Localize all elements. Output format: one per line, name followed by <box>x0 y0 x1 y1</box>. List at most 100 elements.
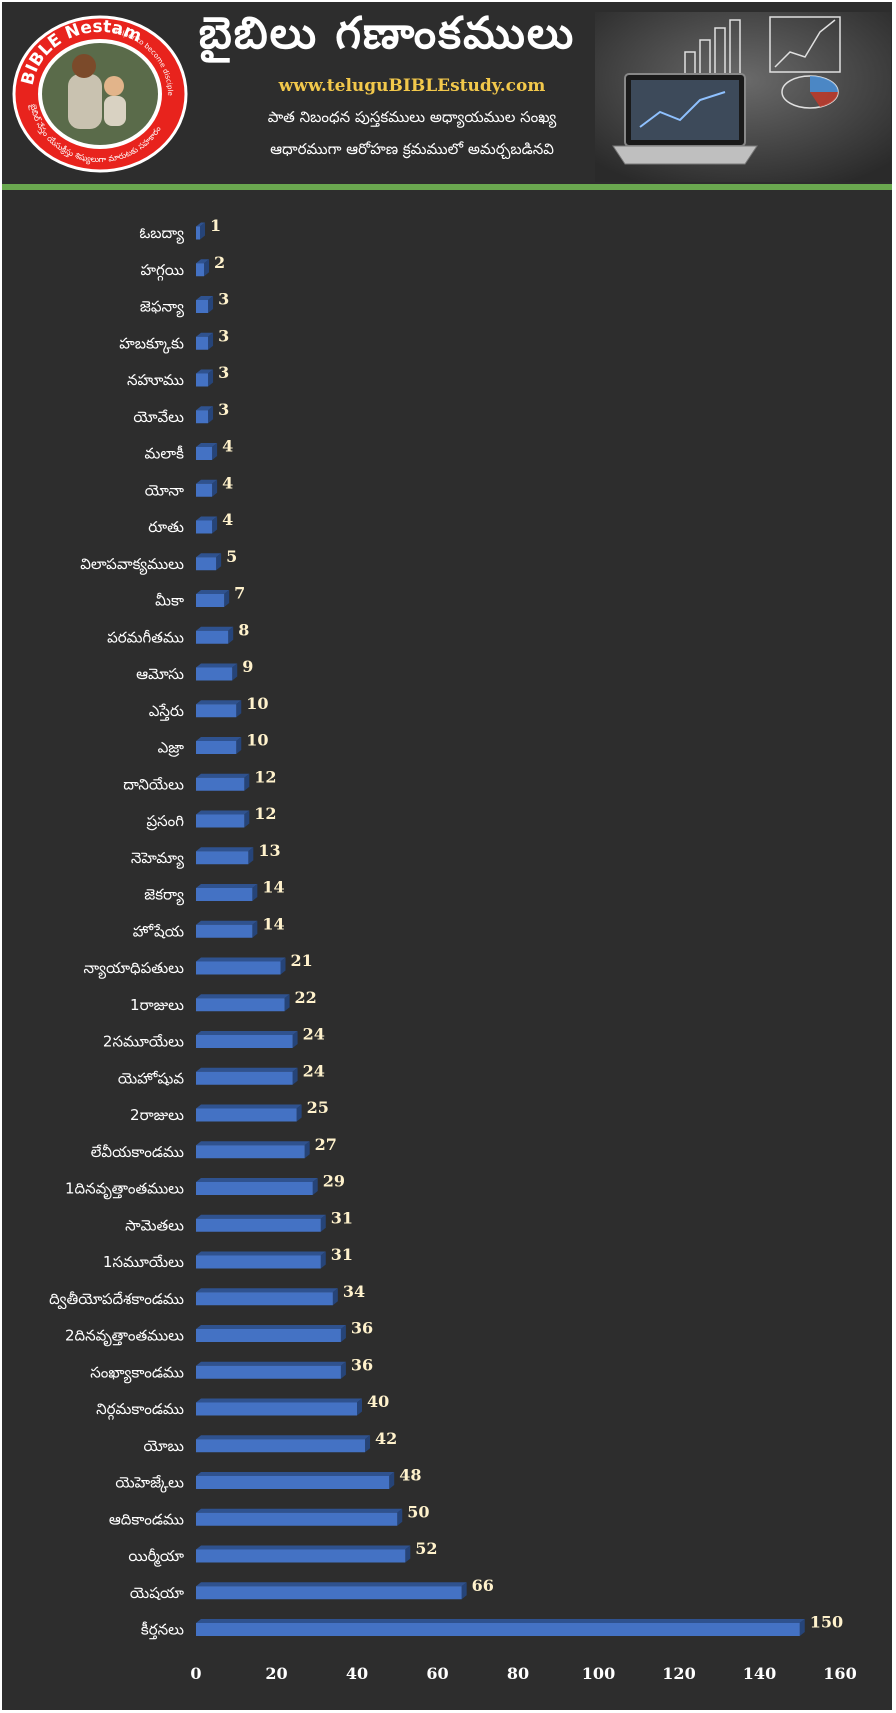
x-tick-label: 140 <box>743 1664 776 1683</box>
category-label: జెకర్యా <box>144 886 184 906</box>
bar <box>196 553 222 571</box>
website-url: www.teluguBIBLEstudy.com <box>278 76 546 96</box>
value-label: 42 <box>375 1429 397 1448</box>
value-label: 29 <box>323 1172 345 1191</box>
category-label: రూతు <box>148 518 184 536</box>
value-label: 3 <box>218 363 229 382</box>
bar <box>196 773 250 791</box>
chapters-bar-chart: ఓబద్యా 1 హగ్గయి 2 జెఫన్యా 3 హబక్కూకు 3 నహూము 3 యోవ… <box>49 216 857 1683</box>
value-label: 40 <box>367 1392 389 1411</box>
value-label: 31 <box>331 1245 353 1264</box>
bar <box>196 1508 403 1526</box>
bar <box>196 296 214 313</box>
value-label: 21 <box>291 951 313 970</box>
category-label: యెషయా <box>130 1584 184 1602</box>
category-label: 2రాజులు <box>130 1106 184 1124</box>
bar <box>196 1619 805 1636</box>
bar <box>196 1031 298 1048</box>
bar <box>196 1141 310 1159</box>
category-label: 1సమూయేలు <box>103 1253 184 1271</box>
bar <box>196 626 234 644</box>
bible-nestam-logo: BIBLE Nestam Helper to become disciple o… <box>10 14 188 173</box>
bar <box>196 479 218 497</box>
x-tick-label: 20 <box>265 1664 287 1683</box>
bar <box>196 1361 346 1379</box>
bar <box>196 259 210 277</box>
category-label: ప్రసంగి <box>146 812 184 831</box>
category-label: పరమగీతము <box>107 628 184 646</box>
category-label: మీకా <box>155 592 184 610</box>
category-label: ఎస్తేరు <box>149 702 184 721</box>
bar <box>196 1214 326 1232</box>
category-label: యెహోషువ <box>118 1069 185 1087</box>
bar <box>196 847 254 865</box>
value-label: 31 <box>331 1208 353 1227</box>
value-label: 2 <box>214 253 225 272</box>
bar <box>196 406 214 424</box>
bar <box>196 1067 298 1085</box>
value-label: 36 <box>351 1319 373 1338</box>
bar <box>196 994 290 1012</box>
value-label: 48 <box>399 1466 421 1485</box>
category-label: సామెతలు <box>125 1216 184 1234</box>
bar <box>196 700 242 718</box>
bar <box>196 222 206 240</box>
value-label: 3 <box>218 400 229 419</box>
category-label: దానియేలు <box>123 775 184 793</box>
value-label: 4 <box>222 437 233 456</box>
value-label: 4 <box>222 473 233 492</box>
bar <box>196 1545 411 1563</box>
category-label: ఎజ్రా <box>158 739 185 758</box>
category-label: యోవేలు <box>133 408 184 426</box>
category-label: ఆదికాండము <box>109 1510 184 1528</box>
value-label: 12 <box>254 804 276 823</box>
value-label: 66 <box>472 1576 494 1595</box>
category-label: 2సమూయేలు <box>103 1033 184 1051</box>
value-label: 10 <box>246 731 268 750</box>
bar <box>196 1398 362 1416</box>
bar <box>196 1325 346 1342</box>
x-tick-label: 160 <box>823 1664 856 1683</box>
value-label: 22 <box>295 988 317 1007</box>
category-label: ద్వితీయోపదేశకాండము <box>49 1290 184 1310</box>
value-label: 13 <box>258 841 280 860</box>
bar <box>196 663 238 681</box>
bar <box>196 590 230 607</box>
x-tick-label: 0 <box>190 1664 201 1683</box>
category-label: ఆమోసు <box>136 665 184 683</box>
bar <box>196 920 258 938</box>
value-label: 3 <box>218 326 229 345</box>
value-label: 36 <box>351 1355 373 1374</box>
value-label: 1 <box>210 216 221 235</box>
category-label: హోషేయ <box>133 922 184 940</box>
value-label: 27 <box>315 1135 337 1154</box>
x-tick-label: 40 <box>346 1664 368 1683</box>
bar <box>196 443 218 460</box>
value-label: 24 <box>303 1025 325 1044</box>
laptop-with-charts-image <box>595 12 891 182</box>
bar <box>196 516 218 534</box>
category-label: ఓబద్యా <box>139 224 184 244</box>
value-label: 8 <box>238 620 249 639</box>
header: BIBLE Nestam Helper to become disciple o… <box>2 2 892 184</box>
value-label: 3 <box>218 290 229 309</box>
category-label: యెహెజ్కేలు <box>115 1474 184 1494</box>
bar <box>196 737 242 754</box>
bar <box>196 1435 371 1453</box>
subtitle-line-2: ఆధారముగా ఆరోహణ క్రమములో అమర్చబడినవి <box>270 140 554 158</box>
category-label: 2దినవృత్తాంతములు <box>65 1327 184 1347</box>
subtitle-line-1: పాత నిబంధన పుస్తకములు అధ్యాయముల సంఖ్య <box>267 108 557 126</box>
value-label: 52 <box>415 1539 437 1558</box>
bar <box>196 1582 467 1600</box>
bar <box>196 369 214 387</box>
bar <box>196 957 286 975</box>
category-label: హబక్కూకు <box>119 334 184 354</box>
x-tick-label: 60 <box>426 1664 448 1683</box>
category-label: లేవీయకాండము <box>91 1143 184 1161</box>
value-label: 14 <box>262 914 284 933</box>
value-label: 14 <box>262 878 284 897</box>
category-label: నిర్గమకాండము <box>96 1400 184 1420</box>
value-label: 5 <box>226 547 237 566</box>
bar <box>196 1251 326 1269</box>
category-label: న్యాయాధిపతులు <box>83 959 184 979</box>
